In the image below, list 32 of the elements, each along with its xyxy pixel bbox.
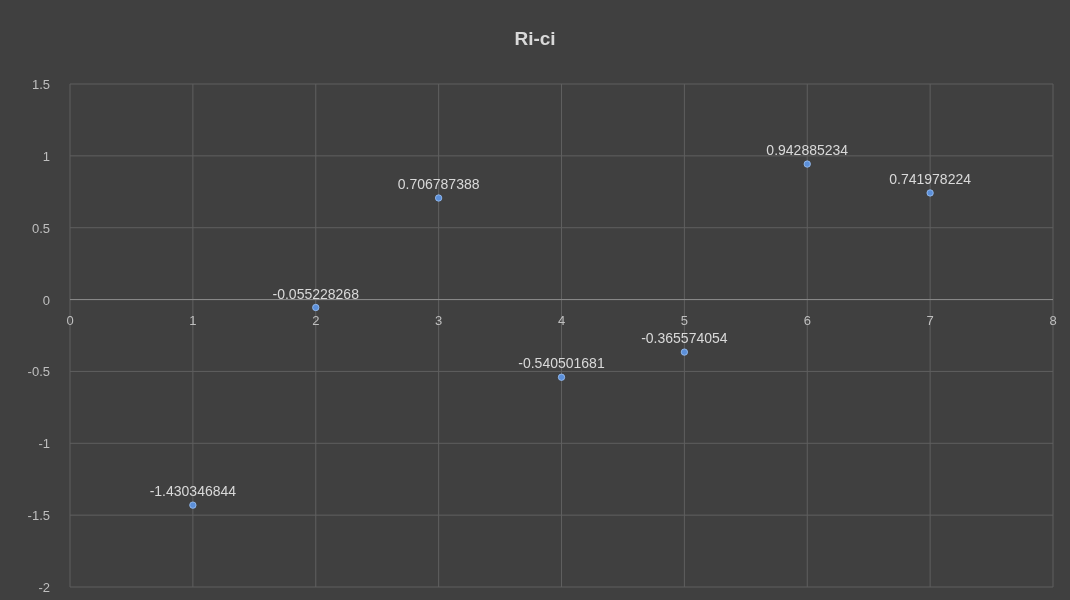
- data-label: -0.365574054: [641, 330, 728, 347]
- y-tick-label: 0.5: [31, 220, 50, 236]
- y-tick-label: 1.5: [31, 77, 50, 92]
- point: [926, 189, 934, 197]
- point: [557, 373, 566, 381]
- y-tick-label: -1: [38, 436, 50, 452]
- x-tick-label: 5: [680, 312, 688, 328]
- data-label: -1.430346844: [149, 483, 237, 500]
- chart-title: Ri-ci: [514, 28, 556, 49]
- x-tick-label: 3: [435, 312, 443, 328]
- data-label: 0.942885234: [766, 142, 849, 159]
- x-tick-label: 0: [66, 312, 74, 328]
- point: [680, 348, 688, 356]
- x-tick-label: 8: [1049, 312, 1057, 328]
- point: [803, 160, 811, 168]
- y-tick-label: 1: [42, 148, 50, 164]
- x-tick-label: 7: [926, 312, 934, 328]
- point: [312, 303, 320, 312]
- data-label: -0.055228268: [272, 285, 360, 302]
- x-tick-label: 4: [557, 312, 566, 328]
- point: [189, 501, 197, 509]
- y-tick-label: -1.5: [27, 508, 50, 524]
- data-label: 0.706787388: [397, 176, 480, 192]
- point: [435, 194, 443, 202]
- x-tick-label: 1: [189, 312, 197, 328]
- data-label: 0.741978224: [889, 170, 972, 187]
- y-tick-label: 0: [42, 292, 50, 308]
- y-tick-label: -2: [38, 580, 50, 595]
- y-tick-label: -0.5: [27, 364, 50, 380]
- x-tick-label: 6: [803, 312, 811, 328]
- x-tick-label: 2: [312, 312, 320, 328]
- data-label: -0.540501681: [518, 355, 605, 372]
